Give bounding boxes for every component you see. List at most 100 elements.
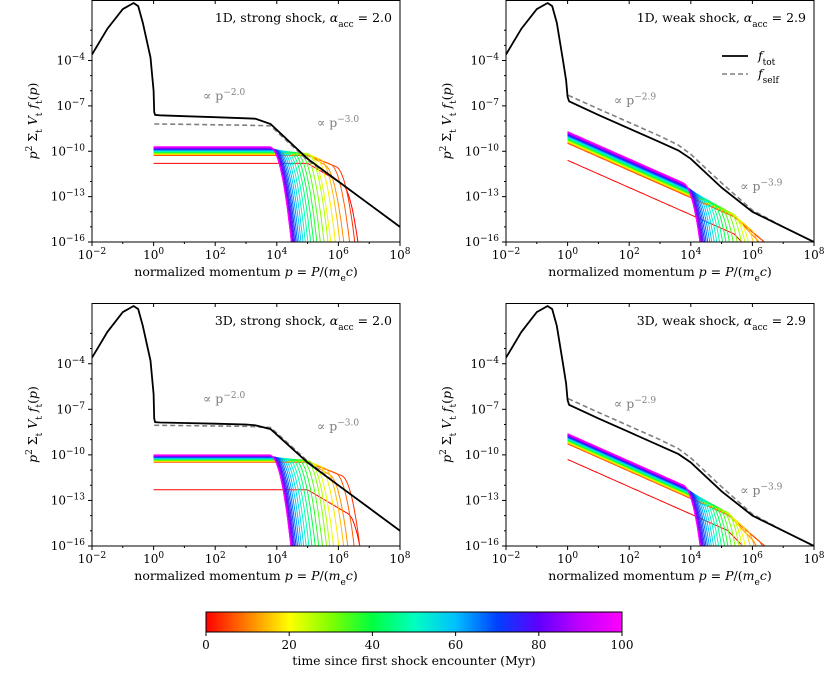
x-tick-label: 104 [680,551,701,566]
colorbar-tick-label: 40 [365,638,380,652]
ft-series-line [567,141,754,242]
ft-series-line [153,153,336,242]
y-tick-label: 10−4 [470,53,499,68]
ft-series-line [153,146,292,242]
ft-series-line [567,434,702,546]
y-tick-label: 10−7 [56,98,85,113]
x-tick-label: 100 [143,551,164,566]
colorbar-tick-label: 20 [282,638,297,652]
x-tick-label: 10−2 [78,551,107,566]
ft-series-line [153,460,340,546]
ft-series-line [153,153,341,242]
plot-area [92,1,400,242]
y-tick-label: 10−7 [470,98,499,113]
ft-series-line [153,460,335,546]
slope-annotation: ∝ p−3.0 [317,419,360,434]
x-tick-label: 108 [389,551,410,566]
ft-series-line [567,141,759,242]
f-self-line [567,397,814,546]
x-tick-label: 104 [266,551,287,566]
plot-area [506,304,814,546]
y-tick-label: 10−16 [465,234,500,249]
x-tick-label: 106 [742,551,763,566]
colorbar-tick-label: 80 [531,638,546,652]
panel-title: 3D, strong shock, αacc = 2.0 [215,313,392,333]
ft-series-line [567,140,749,242]
y-tick-label: 10−10 [465,143,500,158]
y-tick-label: 10−4 [470,356,499,371]
panel-1: 10−2 100 102 104 106 108 10−16 10−13 10−10 10−7 10… [25,0,411,284]
ft-series-line [153,489,361,546]
ft-series-line [567,434,703,546]
colorbar-tick-label: 0 [202,638,210,652]
slope-annotation: ∝ p−2.0 [203,391,246,406]
x-tick-label: 106 [742,247,763,262]
ft-series-line [567,442,755,546]
panel-title: 1D, weak shock, αacc = 2.9 [637,10,806,30]
x-tick-label: 104 [266,247,287,262]
panel-2: 10−2 100 102 104 106 108 10−16 10−13 10−10 10−7 10… [439,0,825,284]
ft-series-line [153,456,294,546]
slope-annotation: ∝ p−3.0 [317,115,360,130]
slope-annotation: ∝ p−2.9 [614,396,657,411]
ft-series-line [567,142,765,242]
y-axis-label: p2 Σt Vt ft(p) [25,386,45,463]
ft-series-line [567,134,704,242]
ft-series-line [153,454,292,546]
legend-tot-label: ftot [757,48,776,68]
panel-title: 3D, weak shock, αacc = 2.9 [637,313,806,333]
x-axis-label: normalized momentum p = P/(mec) [548,264,771,284]
ft-series-line [153,147,293,242]
x-tick-label: 106 [328,247,349,262]
ft-series-line [567,440,740,546]
x-tick-label: 102 [619,247,640,262]
y-tick-label: 10−13 [51,492,86,507]
y-tick-label: 10−10 [51,447,86,462]
slope-annotation: ∝ p−3.9 [740,482,783,497]
legend-self-label: fself [757,66,779,86]
ft-series-line [567,433,701,546]
y-tick-label: 10−13 [465,492,500,507]
x-tick-label: 106 [328,551,349,566]
ft-series-line [153,152,325,242]
f-tot-line [92,304,400,532]
x-axis-label: normalized momentum p = P/(mec) [134,568,357,588]
ft-series-line [153,162,359,242]
x-tick-label: 100 [557,247,578,262]
ft-series-line [567,159,743,242]
colorbar: 0 20 40 60 80 100 time since first shock encou… [202,611,633,668]
slope-annotation: ∝ p−3.9 [740,179,783,194]
y-tick-label: 10−13 [465,189,500,204]
ft-series-line [567,458,744,546]
x-tick-label: 10−2 [492,247,521,262]
f-self-line [154,123,400,228]
colorbar-label: time since first shock encounter (Myr) [292,653,535,668]
f-tot-line [506,1,814,242]
ft-series-line [567,139,742,242]
x-tick-label: 108 [803,551,824,566]
x-tick-label: 108 [389,247,410,262]
ft-series-line [567,440,736,546]
axes-frame [505,303,815,547]
x-tick-label: 108 [803,247,824,262]
y-tick-label: 10−16 [465,538,500,553]
f-self-line [567,94,814,242]
y-tick-label: 10−4 [56,53,85,68]
y-tick-label: 10−10 [51,143,86,158]
panel-4: 10−2 100 102 104 106 108 10−16 10−13 10−10 10−7 10… [439,303,825,588]
ft-series-line [567,141,760,242]
ft-series-line [153,454,292,546]
ft-series-line [567,139,734,242]
f-self-line [154,424,400,532]
ft-series-line [567,437,710,546]
y-tick-label: 10−7 [56,401,85,416]
y-axis-label: p2 Σt Vt ft(p) [439,386,459,463]
ft-series-line [567,131,701,242]
ft-series-line [153,456,297,546]
ft-series-line [567,436,709,546]
ft-series-line [567,140,746,242]
y-axis-label: p2 Σt Vt ft(p) [25,83,45,160]
slope-annotation: ∝ p−2.0 [203,88,246,103]
y-tick-label: 10−4 [56,356,85,371]
